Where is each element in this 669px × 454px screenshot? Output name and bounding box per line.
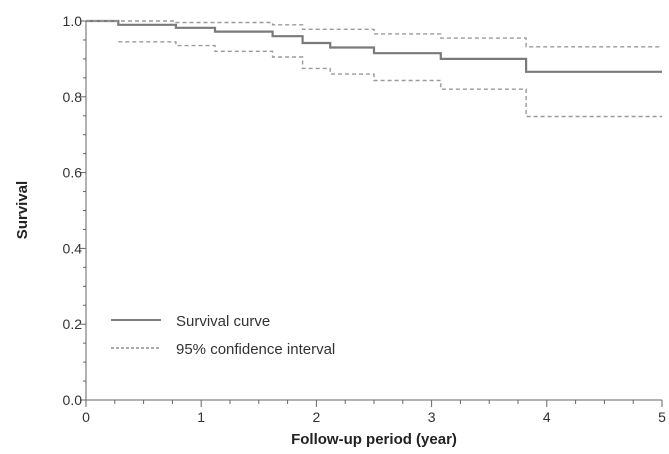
survival-curve-line	[86, 19, 662, 73]
legend-label-survival-curve: Survival curve	[176, 313, 270, 330]
y-axis-title: Survival	[14, 181, 31, 239]
y-tick-label: 0.2	[63, 316, 83, 332]
x-axis-title: Follow-up period (year)	[291, 431, 457, 448]
series-lines	[86, 19, 662, 118]
x-tick-label: 3	[428, 409, 436, 425]
y-tick-label: 0.0	[63, 392, 83, 408]
x-tick-label: 1	[197, 409, 205, 425]
x-tick-label: 4	[543, 409, 551, 425]
x-tick-label: 2	[313, 409, 321, 425]
y-tick-label: 0.4	[63, 240, 83, 256]
legend: Survival curve 95% confidence interval	[111, 313, 335, 358]
legend-label-confidence-interval: 95% confidence interval	[176, 341, 335, 358]
ci-upper-line	[86, 20, 662, 48]
x-tick-label: 5	[658, 409, 666, 425]
tick-labels: 0 1 2 3 4 5 0.0 0.2 0.4 0.6 0.8 1.0	[63, 13, 667, 425]
y-tick-label: 0.8	[63, 89, 83, 105]
y-tick-label: 1.0	[63, 13, 83, 29]
ci-lower-line	[118, 41, 662, 118]
axis-ticks	[80, 20, 663, 407]
x-tick-label: 0	[82, 409, 90, 425]
y-tick-label: 0.6	[63, 165, 83, 181]
